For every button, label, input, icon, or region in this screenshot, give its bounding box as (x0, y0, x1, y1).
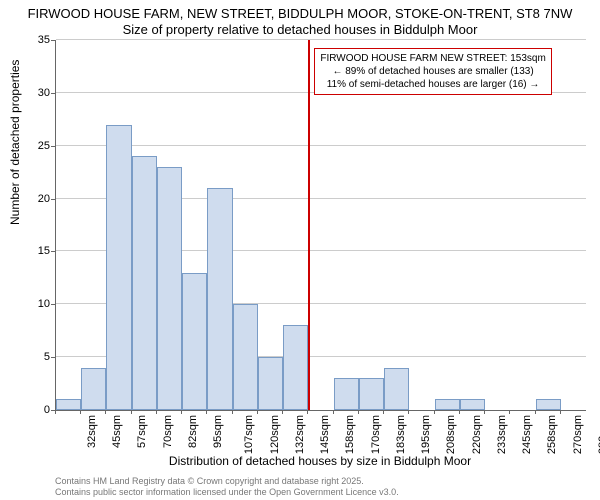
histogram-bar (132, 156, 157, 410)
annotation-line: 11% of semi-detached houses are larger (… (320, 78, 545, 91)
y-tick-label: 30 (10, 87, 50, 99)
y-tick-label: 20 (10, 193, 50, 205)
plot-area: FIRWOOD HOUSE FARM NEW STREET: 153sqm← 8… (55, 40, 586, 411)
x-tick-mark (560, 410, 561, 414)
x-tick-mark (434, 410, 435, 414)
histogram-bar (435, 399, 460, 410)
x-tick-mark (383, 410, 384, 414)
x-tick-label: 233sqm (496, 415, 508, 454)
histogram-bar (536, 399, 561, 410)
histogram-bar (460, 399, 485, 410)
x-tick-label: 195sqm (420, 415, 432, 454)
x-tick-mark (131, 410, 132, 414)
x-tick-label: 208sqm (445, 415, 457, 454)
x-tick-label: 245sqm (521, 415, 533, 454)
y-tick-label: 15 (10, 245, 50, 257)
x-tick-mark (307, 410, 308, 414)
y-tick-label: 35 (10, 34, 50, 46)
x-tick-label: 107sqm (244, 415, 256, 454)
x-tick-mark (484, 410, 485, 414)
histogram-bar (233, 304, 258, 410)
x-tick-label: 220sqm (471, 415, 483, 454)
x-tick-mark (535, 410, 536, 414)
x-tick-mark (282, 410, 283, 414)
x-tick-mark (333, 410, 334, 414)
x-tick-mark (232, 410, 233, 414)
x-tick-mark (509, 410, 510, 414)
x-tick-mark (408, 410, 409, 414)
histogram-bar (258, 357, 283, 410)
histogram-bar (207, 188, 232, 410)
x-tick-label: 82sqm (187, 415, 199, 448)
y-tick-label: 25 (10, 140, 50, 152)
histogram-bar (334, 378, 359, 410)
footer-line2: Contains public sector information licen… (55, 487, 399, 497)
histogram-bar (359, 378, 384, 410)
y-tick-label: 0 (10, 404, 50, 416)
x-tick-mark (358, 410, 359, 414)
x-tick-mark (105, 410, 106, 414)
footer-line1: Contains HM Land Registry data © Crown c… (55, 476, 364, 486)
x-tick-label: 270sqm (572, 415, 584, 454)
gridline (56, 39, 586, 40)
x-tick-label: 170sqm (370, 415, 382, 454)
x-tick-label: 45sqm (111, 415, 123, 448)
x-tick-mark (55, 410, 56, 414)
x-tick-mark (156, 410, 157, 414)
annotation-box: FIRWOOD HOUSE FARM NEW STREET: 153sqm← 8… (314, 48, 551, 95)
x-tick-label: 145sqm (319, 415, 331, 454)
x-tick-label: 120sqm (269, 415, 281, 454)
x-tick-mark (257, 410, 258, 414)
x-tick-label: 158sqm (345, 415, 357, 454)
histogram-bar (56, 399, 81, 410)
x-axis-label: Distribution of detached houses by size … (55, 454, 585, 468)
annotation-line: FIRWOOD HOUSE FARM NEW STREET: 153sqm (320, 52, 545, 65)
x-tick-label: 32sqm (86, 415, 98, 448)
x-tick-mark (80, 410, 81, 414)
annotation-line: ← 89% of detached houses are smaller (13… (320, 65, 545, 78)
chart-title-line2: Size of property relative to detached ho… (0, 22, 600, 37)
x-tick-label: 95sqm (212, 415, 224, 448)
marker-line (308, 40, 310, 410)
x-tick-label: 183sqm (395, 415, 407, 454)
x-tick-mark (206, 410, 207, 414)
gridline (56, 145, 586, 146)
histogram-bar (106, 125, 131, 410)
x-tick-label: 70sqm (162, 415, 174, 448)
x-tick-mark (459, 410, 460, 414)
histogram-bar (384, 368, 409, 410)
chart-title-line1: FIRWOOD HOUSE FARM, NEW STREET, BIDDULPH… (0, 6, 600, 21)
histogram-bar (283, 325, 308, 410)
histogram-bar (157, 167, 182, 410)
x-tick-label: 132sqm (294, 415, 306, 454)
y-tick-label: 5 (10, 351, 50, 363)
x-tick-mark (181, 410, 182, 414)
y-tick-label: 10 (10, 298, 50, 310)
x-tick-label: 258sqm (546, 415, 558, 454)
histogram-bar (182, 273, 207, 410)
histogram-bar (81, 368, 106, 410)
x-tick-label: 57sqm (137, 415, 149, 448)
histogram-chart: FIRWOOD HOUSE FARM, NEW STREET, BIDDULPH… (0, 0, 600, 500)
